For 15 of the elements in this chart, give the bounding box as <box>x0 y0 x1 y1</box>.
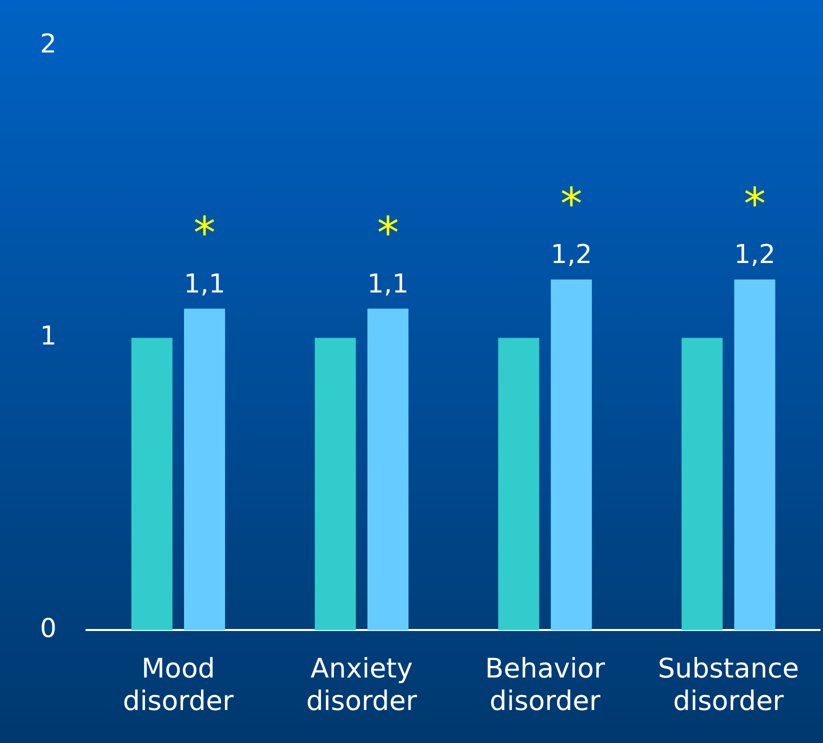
data-label: 1,2 <box>734 240 776 270</box>
x-tick-label: Anxiety disorder <box>306 653 418 717</box>
annotation: * <box>194 208 216 260</box>
y-tick-label: 1 <box>40 322 57 352</box>
y-tick-label: 2 <box>40 29 57 60</box>
data-label: 1,2 <box>550 240 592 270</box>
data-label: 1,1 <box>184 269 226 300</box>
annotation: * <box>744 178 766 230</box>
annotation: * <box>376 208 399 260</box>
x-tick-label: Behavior disorder <box>485 653 606 717</box>
data-label: 1,1 <box>367 269 409 300</box>
x-tick-label: Substance disorder <box>658 653 800 717</box>
annotation: * <box>560 178 582 230</box>
x-tick-label: Mood disorder <box>122 653 234 717</box>
y-tick-label: 0 <box>40 614 57 644</box>
